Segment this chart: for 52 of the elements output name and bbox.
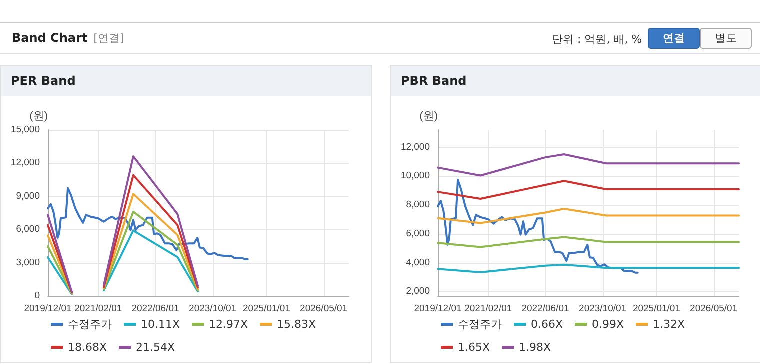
y-tick-label: 12,000 [10, 158, 40, 169]
x-tick-label: 2019/12/01 [24, 304, 72, 314]
x-tick-label: 2025/01/01 [242, 304, 290, 314]
legend-label: 수정주가 [458, 318, 502, 331]
text: 연결 [648, 28, 700, 49]
legend-label: 1.65X [458, 341, 490, 354]
legend-label: 수정주가 [68, 318, 112, 331]
y-tick-label: 8,000 [406, 200, 430, 211]
y-tick-label: 2,000 [406, 286, 430, 298]
legend-label: 15.83X [277, 318, 317, 331]
line-series [437, 208, 740, 224]
y-tick-label: 9,000 [16, 190, 40, 202]
text: 별도 [700, 28, 752, 49]
y-tick-label: 4,000 [406, 257, 430, 268]
y-axis-title: (원) [30, 110, 48, 122]
legend-label: 1.32X [653, 318, 686, 331]
legend-label: 21.54X [136, 341, 176, 354]
x-tick-label: 2026/05/01 [690, 304, 738, 314]
y-tick-label: 3,000 [16, 257, 40, 268]
legend-label: 1.98X [519, 341, 552, 354]
legend-label: 18.68X [68, 341, 108, 354]
legend-label: 0.66X [531, 318, 564, 331]
legend-label: 0.99X [592, 318, 625, 331]
y-tick-label: 15,000 [10, 124, 40, 136]
y-tick-label: 6,000 [16, 224, 40, 236]
line-series [437, 180, 740, 200]
x-tick-label: 2019/12/01 [414, 304, 462, 314]
x-tick-label: 2023/10/01 [579, 304, 627, 314]
line-series [437, 236, 740, 248]
x-tick-label: 2023/10/01 [189, 304, 237, 314]
y-tick-label: 10,000 [400, 170, 430, 182]
chart-title: PER Band [1, 66, 371, 96]
line-series [437, 154, 740, 177]
x-tick-label: 2025/01/01 [632, 304, 680, 314]
text: [연결] [94, 32, 124, 45]
y-tick-label: 0 [34, 290, 40, 302]
text: Band Chart [12, 31, 88, 45]
x-tick-label: 2021/02/01 [464, 304, 512, 314]
legend-label: 12.97X [209, 318, 249, 331]
x-tick-label: 2021/02/01 [74, 304, 122, 314]
y-axis-title: (원) [420, 110, 438, 122]
line-series [437, 264, 740, 274]
y-tick-label: 12,000 [400, 142, 430, 153]
y-tick-label: 6,000 [406, 228, 430, 240]
x-tick-label: 2022/06/01 [132, 304, 180, 314]
x-tick-label: 2026/05/01 [300, 304, 348, 314]
text: 단위 : 억원, 배, % [552, 32, 642, 47]
chart-title: PBR Band [391, 66, 760, 96]
x-tick-label: 2022/06/01 [522, 304, 570, 314]
line-series [47, 187, 249, 260]
line-series [437, 179, 639, 274]
legend-label: 10.11X [141, 318, 180, 331]
